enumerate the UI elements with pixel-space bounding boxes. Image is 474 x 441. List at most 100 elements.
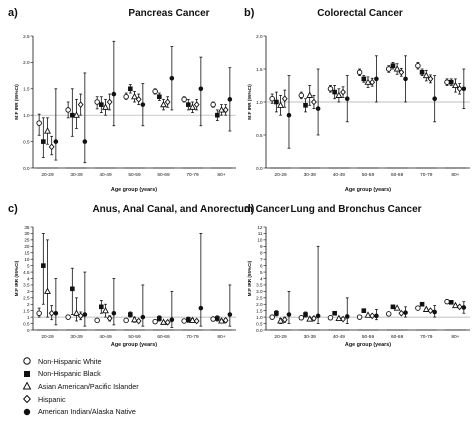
data-point-diamond-open	[193, 317, 200, 325]
y-tick-label: 2.5	[23, 296, 30, 301]
data-point-circle-open	[356, 314, 363, 320]
data-point-circle-filled	[82, 139, 88, 144]
data-point-square	[390, 63, 396, 68]
data-point-circle-filled	[461, 86, 467, 92]
x-tick-label: 20-29	[274, 172, 287, 178]
y-tick-label: 3.5	[23, 283, 30, 288]
y-tick-label: 2	[27, 302, 30, 307]
x-tick-label: 70-79	[186, 172, 199, 178]
data-point-circle-open	[356, 69, 363, 76]
data-point-diamond-open	[456, 85, 463, 93]
y-tick-label: 1.0	[23, 113, 30, 118]
data-point-circle-filled	[286, 112, 292, 118]
data-point-circle-filled	[169, 75, 175, 81]
data-point-circle-open	[94, 99, 100, 105]
y-tick-label: 4.5	[23, 270, 30, 275]
y-tick-label: 0	[27, 328, 30, 333]
data-point-diamond-open	[193, 101, 200, 109]
data-point-triangle-open	[160, 318, 167, 325]
data-point-circle-open	[327, 86, 334, 92]
data-point-square	[215, 316, 220, 321]
y-tick-label: 25	[24, 238, 30, 243]
legend: Non-Hispanic White Non-Hispanic Black As…	[22, 355, 262, 418]
data-point-circle-open	[94, 317, 100, 324]
data-point-triangle-open	[393, 65, 401, 72]
data-point-diamond-open	[77, 312, 84, 320]
y-tick-label: 1	[27, 315, 30, 320]
data-point-circle-open	[181, 96, 187, 103]
data-point-circle-filled	[315, 106, 321, 111]
data-point-circle-open	[210, 316, 216, 322]
data-point-diamond-open	[164, 318, 171, 326]
data-point-diamond-open	[311, 315, 317, 322]
y-tick-label: 20	[24, 244, 30, 249]
data-point-square	[303, 103, 308, 108]
data-point-square	[274, 310, 279, 316]
data-point-diamond-open	[369, 312, 376, 320]
x-tick-label: 20-29	[41, 172, 54, 178]
chart-title: Pancreas Cancer	[128, 8, 209, 19]
data-point-triangle-open	[364, 311, 372, 318]
x-tick-label: 60-69	[391, 334, 404, 340]
data-point-circle-open	[65, 107, 71, 113]
data-point-circle-filled	[198, 305, 204, 311]
data-point-square	[332, 89, 337, 95]
data-point-circle-filled	[432, 309, 437, 315]
data-point-square	[361, 308, 367, 313]
data-point-square	[303, 312, 308, 317]
legend-label: Hispanic	[38, 394, 66, 404]
data-point-circle-open	[385, 66, 392, 72]
x-tick-label: 20-29	[274, 334, 287, 340]
data-point-square	[157, 94, 162, 100]
x-tick-label: 30-39	[304, 334, 317, 340]
data-point-circle-open	[444, 79, 450, 85]
data-point-circle-open	[152, 88, 158, 95]
y-tick-label: 0.0	[256, 328, 263, 333]
y-tick-label: 12	[257, 225, 263, 230]
x-tick-label: 30-39	[70, 172, 83, 178]
x-tick-label: 60-69	[391, 172, 404, 178]
data-point-diamond-open	[135, 317, 142, 325]
data-point-diamond-open	[281, 316, 288, 324]
data-point-diamond-open	[398, 68, 405, 76]
y-tick-label: 3.0	[256, 289, 263, 294]
data-point-circle-open	[152, 318, 158, 325]
x-tick-label: 50-59	[362, 334, 375, 340]
data-point-square	[448, 79, 454, 85]
data-point-triangle-open	[335, 91, 343, 98]
data-point-circle-filled	[286, 312, 292, 317]
data-point-diamond-open	[106, 98, 113, 106]
y-tick-label: 0.0	[256, 166, 263, 171]
data-point-circle-filled	[169, 317, 175, 323]
data-point-triangle-open	[44, 287, 51, 294]
panel-letter: a)	[8, 7, 18, 19]
x-tick-label: 80+	[451, 334, 459, 340]
data-point-circle-filled	[227, 97, 233, 102]
x-tick-label: 30-39	[304, 172, 317, 178]
x-tick-label: 50-59	[128, 334, 141, 340]
data-point-triangle-open	[218, 317, 225, 324]
chart-panel: a) Pancreas Cancer 0.0 0.5 1.0 1.5 2.0 2.5 M:F I…	[8, 7, 236, 193]
circle-open-icon	[23, 357, 31, 365]
panel-letter: d)	[244, 203, 255, 215]
data-point-triangle-open	[335, 314, 343, 321]
data-point-diamond-open	[427, 307, 434, 315]
x-tick-label: 70-79	[186, 334, 199, 340]
data-point-circle-filled	[403, 310, 408, 315]
x-axis-label: Age group (years)	[111, 342, 157, 348]
data-point-triangle-open	[218, 106, 225, 113]
x-tick-label: 80+	[451, 172, 459, 178]
data-point-diamond-open	[311, 98, 317, 106]
y-tick-label: 10	[24, 257, 30, 262]
data-point-triangle-open	[73, 309, 80, 316]
data-point-diamond-open	[135, 95, 142, 103]
data-point-circle-open	[65, 314, 71, 320]
data-point-circle-open	[444, 298, 450, 305]
legend-label: Non-Hispanic Black	[38, 369, 101, 379]
x-tick-label: 40-49	[99, 172, 112, 178]
legend-item-non-hispanic-white: Non-Hispanic White	[22, 355, 262, 368]
data-point-circle-open	[415, 62, 421, 69]
data-point-square	[332, 310, 337, 316]
diamond-open-icon	[23, 394, 31, 404]
